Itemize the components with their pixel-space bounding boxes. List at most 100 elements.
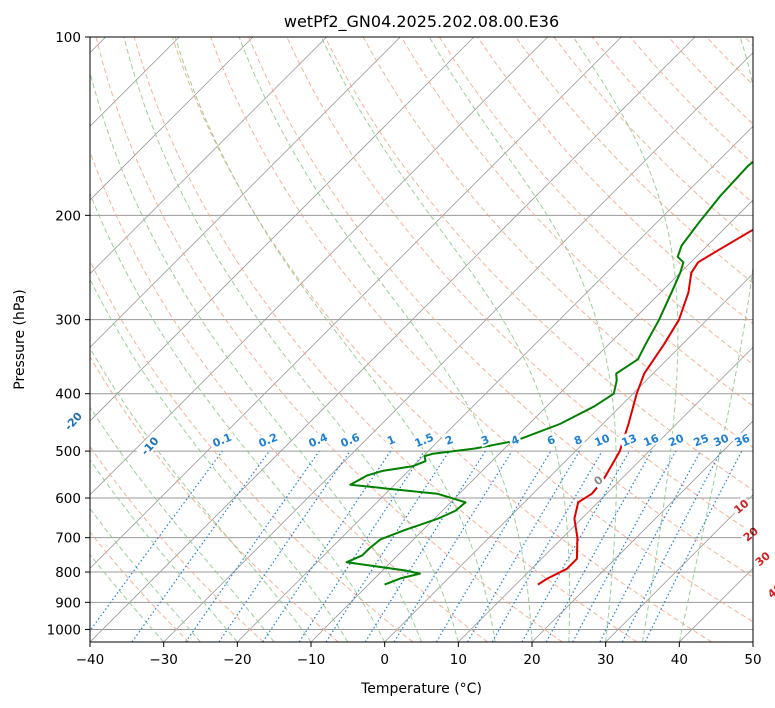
mixing-ratio-label-bg: [690, 430, 712, 449]
y-tick-label: 400: [55, 387, 81, 403]
x-tick-label: −30: [149, 652, 178, 668]
isotherm-line: [237, 125, 753, 642]
mixing-ratio-label-group: 1.5: [409, 428, 438, 451]
isotherm-line: [163, 52, 753, 642]
moist-adiabat-label-bg: [729, 495, 752, 517]
mixing-ratio-label-bg: [441, 431, 457, 448]
moist-adiabat-line: [572, 37, 679, 642]
mixing-ratio-label: 16: [642, 431, 661, 449]
isotherm-line: [605, 494, 753, 642]
chart-title: wetPf2_GN04.2025.202.08.00.E36: [284, 12, 559, 32]
moist-adiabat-label-bg: [589, 471, 607, 489]
mixing-ratio-label: 2: [443, 433, 455, 448]
moist-adiabat-label-group: 40: [763, 579, 775, 601]
isotherm-line: [90, 37, 327, 275]
dry-adiabat-line: [133, 37, 638, 642]
mixing-ratio-label-group: 2: [441, 431, 457, 448]
mixing-ratio-label-group: 20: [665, 430, 687, 449]
mixing-ratio-line: [325, 450, 450, 642]
mixing-ratio-label-bg: [665, 430, 687, 449]
mixing-ratio-label-bg: [570, 431, 586, 448]
dry-adiabat-line: [248, 37, 753, 578]
x-tick-label: −10: [297, 652, 326, 668]
mixing-ratio-line: [466, 450, 580, 642]
x-tick-label: 40: [671, 652, 688, 668]
y-axis-label: Pressure (hPa): [12, 289, 28, 389]
moist-adiabat-line: [90, 347, 312, 642]
moist-adiabat-line: [90, 507, 201, 642]
mixing-ratio-line: [435, 450, 552, 642]
mixing-ratio-label-group: 4: [507, 431, 523, 448]
mixing-ratio-label-group: 3: [477, 431, 493, 448]
mixing-ratio-label-bg: [477, 431, 493, 448]
mixing-ratio-line: [393, 450, 513, 642]
x-tick-label: 20: [523, 652, 540, 668]
mixing-ratio-label-group: 6: [543, 431, 559, 448]
dry-adiabat-line: [324, 37, 753, 491]
isotherm-line: [90, 37, 475, 422]
mixing-ratio-label-bg: [640, 430, 662, 449]
mixing-ratio-label-bg: [591, 430, 613, 449]
isotherm-line: [90, 37, 696, 642]
x-tick-label: −20: [223, 652, 252, 668]
data-series: [345, 160, 753, 586]
y-tick-label: 800: [55, 565, 81, 581]
x-tick-label: 30: [597, 652, 614, 668]
y-tick-label: 1000: [47, 622, 81, 638]
mixing-ratio-line: [545, 450, 653, 642]
dry-adiabat-label-bg: [59, 407, 86, 435]
moist-adiabat-label: 20: [741, 524, 761, 544]
mixing-ratio-label-group: 30: [710, 430, 732, 449]
y-tick-label: 600: [55, 491, 81, 507]
temperature-profile: [537, 228, 753, 586]
mixing-ratio-line: [131, 450, 270, 642]
mixing-ratio-label: 10: [593, 431, 612, 449]
moist-adiabat-label-bg: [739, 522, 762, 545]
mixing-ratio-label: 20: [667, 431, 686, 449]
mixing-ratio-label-group: 0.4: [303, 428, 332, 451]
x-tick-label: 50: [744, 652, 761, 668]
dry-adiabat-line: [90, 356, 339, 642]
mixing-ratio-label: 25: [692, 432, 711, 450]
x-tick-label: 0: [380, 652, 389, 668]
mixing-ratio-line: [262, 450, 392, 642]
dry-adiabat-label-bg: [136, 431, 163, 460]
x-axis-label: Temperature (°C): [360, 681, 482, 697]
mixing-ratio-line: [644, 450, 743, 642]
mixing-ratio-label-group: 0.2: [253, 428, 282, 451]
moist-adiabat-label-bg: [751, 547, 774, 570]
mixing-ratio-label-bg: [335, 428, 364, 451]
mixing-ratio-label-group: 13: [618, 430, 640, 449]
y-tick-label: 700: [55, 531, 81, 547]
moist-adiabat-label-group: 0: [589, 471, 607, 489]
mixing-ratio-line: [298, 450, 425, 642]
mixing-ratio-line: [521, 450, 631, 642]
dry-adiabat-line: [90, 531, 190, 642]
moist-adiabat-line: [238, 37, 533, 642]
mixing-ratio-line: [218, 450, 351, 642]
moist-adiabat-label: 40: [765, 581, 775, 601]
mixing-ratio-label-group: 8: [570, 431, 586, 448]
dry-adiabat-line: [90, 259, 414, 642]
dewpoint-profile: [345, 160, 753, 586]
dry-adiabat-label-group: -30: [0, 363, 4, 391]
mixing-ratio-label-bg: [618, 430, 640, 449]
isotherm-line: [310, 199, 753, 642]
dry-adiabat-line: [438, 37, 753, 366]
isotherm-line: [90, 37, 401, 348]
moist-adiabat-line: [90, 278, 349, 642]
isotherm-line: [531, 420, 753, 642]
isotherm-line: [90, 37, 622, 569]
dry-adiabat-line: [210, 37, 753, 623]
mixing-ratio-label-bg: [253, 428, 282, 451]
mixing-ratio-label-bg: [383, 431, 399, 448]
dry-adiabat-label-group: -10: [136, 431, 163, 460]
isotherm-line: [90, 37, 254, 201]
mixing-ratio-label-bg: [207, 428, 236, 451]
moist-adiabat-label: 30: [753, 549, 773, 569]
mixing-ratio-label: 3: [479, 433, 491, 448]
dry-adiabat-label-group: -20: [59, 407, 86, 435]
moist-adiabat-line: [174, 37, 496, 642]
plot-frame: [89, 36, 754, 643]
mixing-ratio-label: 30: [712, 431, 731, 449]
